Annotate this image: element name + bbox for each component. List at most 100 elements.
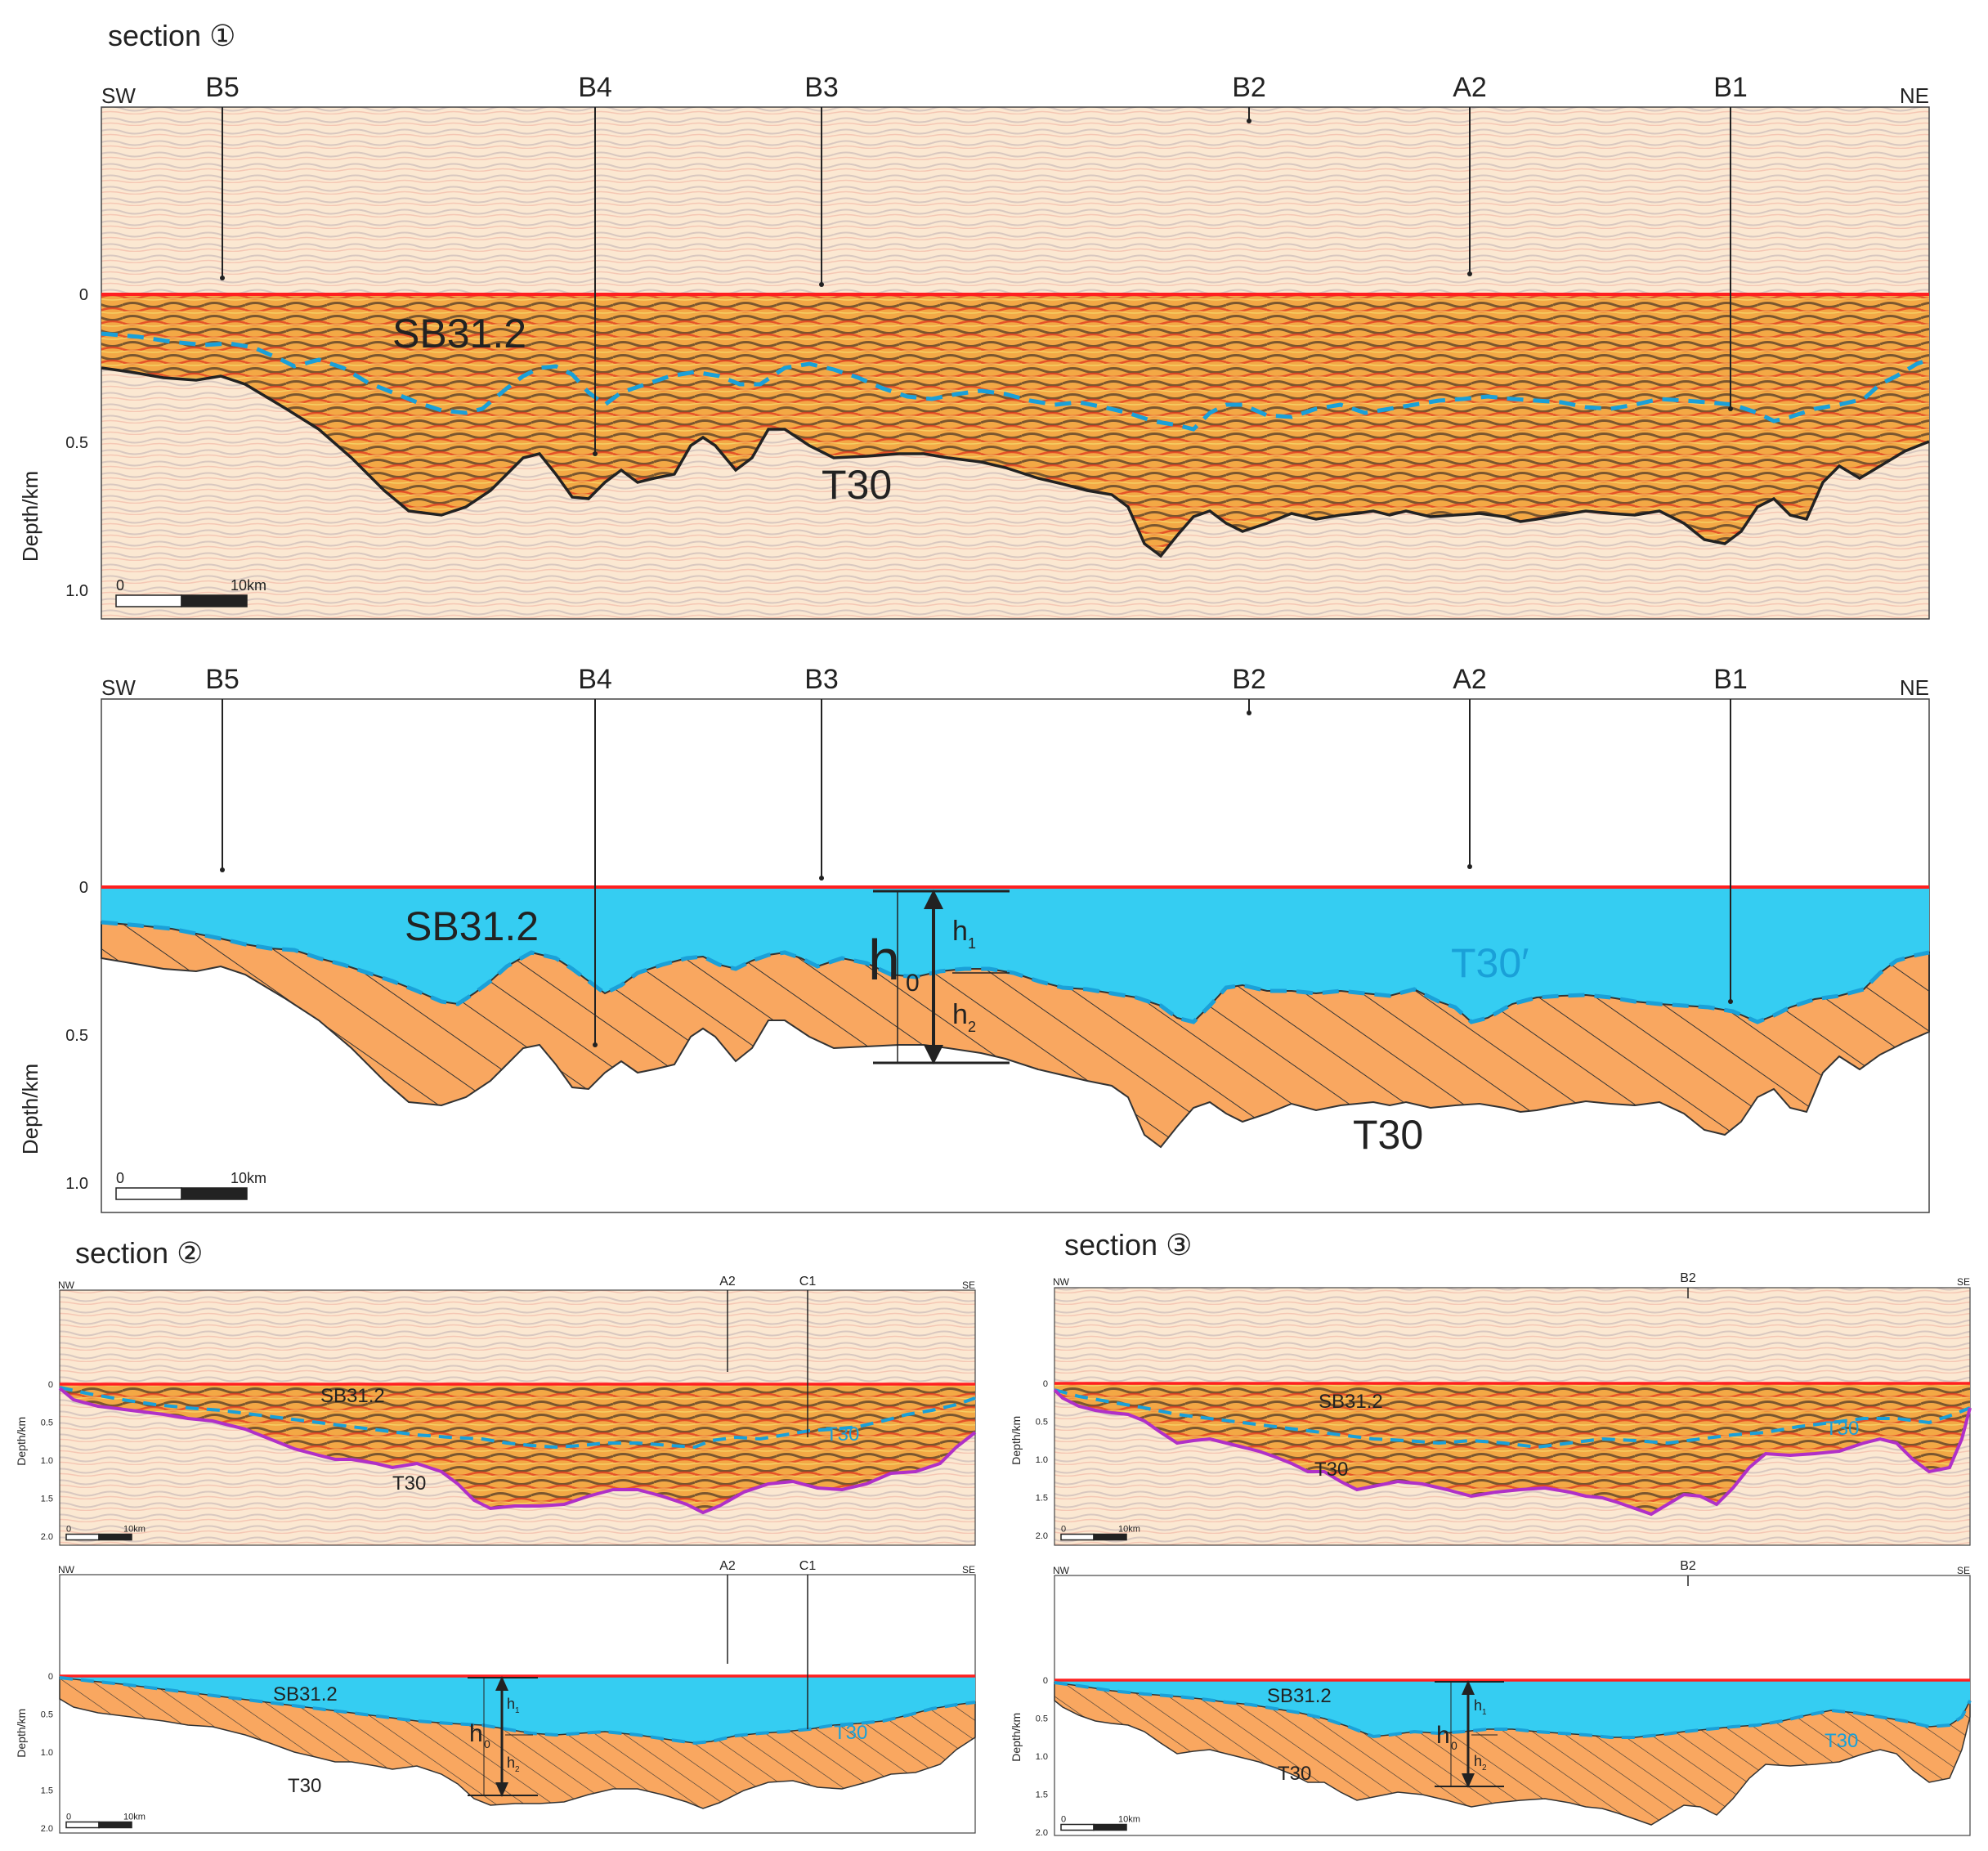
section-2-model-panel: SB31.2 T30 T30 h 0 h 1 h 2: [59, 1574, 976, 1834]
scale-end: 10km: [231, 577, 266, 594]
water-layer: [1054, 1680, 1970, 1737]
sb31-dashed-horizon: [101, 331, 1930, 432]
well-bottom-dot: [1467, 271, 1472, 276]
h1-label: h: [1474, 1697, 1482, 1714]
s2-bot-t30p-label: T30: [834, 1722, 867, 1744]
h1-sub: 1: [968, 935, 976, 952]
well-label: B4: [578, 664, 612, 695]
h0-sub: 0: [1451, 1739, 1457, 1752]
h-measurement: h 0 h 1 h 2: [868, 890, 1010, 1064]
section-2-title: section ②: [75, 1236, 203, 1270]
s3-bot-sb-label: SB31.2: [1267, 1685, 1332, 1707]
well-label: A2: [1453, 72, 1487, 103]
well-label: B5: [205, 664, 240, 695]
s3-top-t30-label: T30: [1314, 1459, 1348, 1481]
scale-end: 10km: [123, 1525, 146, 1535]
s3-bot-t30-label: T30: [1278, 1763, 1311, 1785]
scale-start: 0: [66, 1525, 71, 1535]
section-3-seismic-panel: SB31.2 T30 T30: [1053, 1287, 1972, 1546]
well-bottom-dot: [220, 276, 225, 280]
well-label: B1: [1713, 72, 1748, 103]
t30-purple-horizon: [58, 1387, 977, 1515]
scale-start: 0: [1061, 1525, 1066, 1535]
depth-axis-label: Depth/km: [15, 1417, 28, 1466]
section-2-seismic-panel: SB31.2 T30 T30: [58, 1289, 977, 1546]
depth-tick-label: 2.0: [41, 1824, 53, 1834]
h1-sub: 1: [1482, 1708, 1487, 1717]
scale-start: 0: [116, 577, 124, 594]
section-1-seismic-panel: SB31.2 T30: [101, 106, 1930, 620]
direction-left: NW: [1053, 1565, 1070, 1576]
section-3-title: section ③: [1064, 1228, 1192, 1262]
depth-tick-label: 0: [48, 1380, 53, 1390]
direction-left: SW: [101, 675, 136, 700]
direction-left: NW: [58, 1564, 75, 1575]
water-layer: [60, 1676, 975, 1743]
s3-top-sb-label: SB31.2: [1319, 1391, 1383, 1413]
well-label: B5: [205, 72, 240, 103]
depth-axis-label: Depth/km: [15, 1709, 28, 1758]
scale-bar-white: [115, 1187, 182, 1200]
well-label: B4: [578, 72, 612, 103]
h0-sub: 0: [484, 1737, 490, 1750]
h2-label: h: [952, 999, 968, 1030]
direction-left: SW: [101, 83, 136, 108]
scale-bar-black: [98, 1821, 132, 1829]
scale-bar-white: [65, 1821, 100, 1829]
h2-label: h: [507, 1755, 515, 1771]
direction-right: SE: [1957, 1276, 1970, 1288]
scale-bar-white: [65, 1533, 100, 1541]
depth-tick-label: 1.0: [1036, 1752, 1048, 1762]
scale-bar-black: [181, 594, 248, 607]
depth-tick-label: 0.5: [1036, 1418, 1048, 1427]
well-bottom-dot: [819, 876, 824, 881]
depth-axis-label: Depth/km: [18, 471, 43, 562]
scale-end: 10km: [1118, 1525, 1140, 1535]
scale-start: 0: [1061, 1815, 1066, 1825]
depth-tick-label: 0.5: [1036, 1714, 1048, 1724]
section-1-title: section ①: [108, 19, 235, 52]
well-bottom-dot: [1728, 999, 1733, 1004]
s2-top-t30-label: T30: [392, 1472, 426, 1495]
direction-left: NW: [58, 1280, 75, 1291]
depth-tick-label: 0.5: [65, 1027, 88, 1045]
t30-prime-dashed: [101, 920, 1930, 1024]
scale-end: 10km: [123, 1813, 146, 1822]
well-label: B2: [1680, 1271, 1696, 1285]
s2-bot-t30-label: T30: [288, 1775, 321, 1797]
scale-bar-white: [1060, 1533, 1095, 1541]
water-layer: [101, 887, 1929, 1022]
h1-sub: 1: [515, 1706, 520, 1715]
t30-horizon-line: [101, 366, 1930, 558]
h1-label: h: [952, 916, 968, 947]
well-label: B3: [804, 664, 839, 695]
t30-prime-dashed: [1054, 1681, 1972, 1739]
sediment-hatched-layer: [101, 921, 1930, 1149]
seismic-sediment-body: [101, 294, 1929, 556]
section-1-model-panel: SB31.2 T30′ T30 h 0 h 1 h 2: [101, 698, 1930, 1213]
direction-left: NW: [1053, 1276, 1070, 1288]
direction-right: NE: [1900, 83, 1929, 108]
sb31-dashed-horizon: [1054, 1388, 1971, 1450]
depth-tick-label: 1.0: [65, 1175, 88, 1193]
h2-sub: 2: [515, 1765, 520, 1774]
well-bottom-dot: [1467, 864, 1472, 869]
direction-right: SE: [1957, 1565, 1970, 1576]
well-bottom-dot: [593, 451, 598, 456]
s1-top-sb-label: SB31.2: [392, 311, 526, 356]
well-bottom-dot: [1247, 119, 1251, 123]
well-bottom-dot: [220, 867, 225, 872]
well-bottom-dot: [593, 1042, 598, 1047]
scale-bar-white: [115, 594, 182, 607]
well-bottom-dot: [1728, 406, 1733, 411]
s1-bot-t30-label: T30: [1353, 1112, 1423, 1158]
direction-right: SE: [962, 1564, 975, 1575]
h2-sub: 2: [968, 1019, 976, 1035]
depth-tick-label: 0: [1043, 1676, 1048, 1686]
well-label: B1: [1713, 664, 1748, 695]
well-label: A2: [719, 1275, 736, 1289]
depth-tick-label: 0: [48, 1672, 53, 1682]
h0-label: h: [1436, 1722, 1450, 1749]
s2-top-t30p-label: T30: [826, 1423, 859, 1445]
scale-bar-white: [1060, 1823, 1095, 1831]
